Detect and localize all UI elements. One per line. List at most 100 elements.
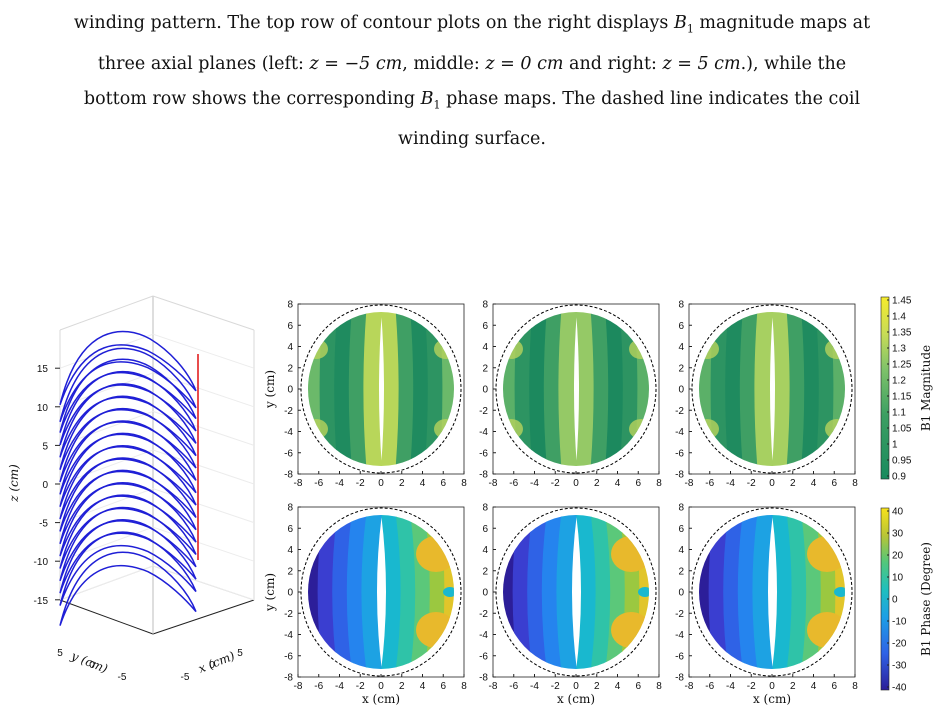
- x-tick-label: 2: [790, 681, 796, 692]
- y-tick-label: 8: [678, 503, 684, 514]
- contour-band: [772, 515, 793, 669]
- phase-panel-z-5: -8 -6 -4 -2 0 2 4 6 8 8 6 4 2 0 -2 -4 -6 -8 y (cm) x (cm): [263, 503, 467, 707]
- caption-line-2: three axial planes (left: z = −5 cm, mid…: [97, 53, 847, 74]
- coil-x-tick-label: 5: [237, 648, 243, 659]
- x-tick-label: -4: [530, 681, 539, 692]
- contour-band: [381, 312, 400, 466]
- x-tick-label: -8: [685, 478, 694, 489]
- contour-band: [416, 536, 454, 572]
- x-tick-label: -2: [747, 681, 756, 692]
- box-edge: [59, 295, 154, 331]
- x-tick-label: 6: [635, 478, 641, 489]
- y-tick-label: 4: [287, 545, 293, 556]
- x-tick-label: -2: [356, 478, 365, 489]
- y-tick-label: -8: [284, 470, 293, 481]
- colorbar-tick-label: 1.15: [892, 392, 912, 403]
- grid-line: [59, 526, 154, 562]
- y-tick-label: 2: [482, 566, 488, 577]
- colorbar-tick-label: 1.2: [892, 376, 906, 387]
- contour-band: [395, 515, 417, 669]
- coil-z-axis-label: z (cm): [7, 464, 21, 503]
- x-tick-label: 8: [461, 681, 467, 692]
- contour-band: [361, 515, 382, 669]
- contour-band: [527, 515, 548, 669]
- y-tick-label: -8: [284, 673, 293, 684]
- grid-line: [152, 526, 255, 562]
- y-tick-label: -6: [284, 448, 293, 459]
- x-tick-label: 8: [852, 478, 858, 489]
- contour-band: [395, 312, 415, 466]
- contour-band: [317, 515, 339, 669]
- colorbar-tick-label: 1.1: [892, 408, 906, 419]
- contour-band: [825, 419, 845, 439]
- x-tick-label: -8: [294, 478, 303, 489]
- x-axis-label: x (cm): [753, 692, 791, 706]
- contour-band: [543, 312, 563, 466]
- x-tick-label: 8: [852, 681, 858, 692]
- x-tick-label: 0: [573, 478, 579, 489]
- coil-turn: [59, 330, 197, 406]
- colorbar-tick-label: -20: [892, 639, 907, 650]
- contour-band: [556, 515, 577, 669]
- y-tick-label: 0: [482, 588, 488, 599]
- coil-3d-plot: 15 10 5 0 -5 -10 -15 5 0 -5 -5 0 5 z (cm) y (cm) x (…: [7, 295, 255, 683]
- contour-band: [348, 312, 368, 466]
- x-tick-label: -2: [356, 681, 365, 692]
- y-tick-label: 6: [482, 524, 488, 535]
- y-tick-label: 0: [482, 385, 488, 396]
- contour-band: [346, 515, 368, 669]
- y-tick-label: 2: [678, 566, 684, 577]
- y-tick-label: 2: [678, 363, 684, 374]
- contour-band: [576, 515, 597, 669]
- x-tick-label: -6: [705, 478, 714, 489]
- contour-band: [590, 515, 612, 669]
- colorbar: 40 30 20 10 0 -10 -20 -30 -40 B1 Phase (Degree): [880, 507, 933, 694]
- colorbar: 1.45 1.4 1.35 1.3 1.25 1.2 1.15 1.1 1.05 1 0.95 0.9…: [880, 296, 933, 483]
- coil-turn: [59, 482, 197, 557]
- contour-band: [308, 419, 328, 439]
- y-tick-label: 6: [287, 524, 293, 535]
- coil-y-tick-label: 5: [57, 648, 63, 659]
- x-tick-label: -8: [294, 681, 303, 692]
- contour-band: [737, 515, 759, 669]
- y-tick-label: -2: [675, 609, 684, 620]
- contour-band: [611, 612, 649, 648]
- y-tick-label: -8: [479, 673, 488, 684]
- contour-band: [558, 312, 577, 466]
- x-tick-label: -4: [530, 478, 539, 489]
- x-tick-label: 0: [769, 681, 775, 692]
- coil-turn: [59, 420, 197, 495]
- y-tick-label: -4: [479, 427, 488, 438]
- y-tick-label: -4: [284, 630, 293, 641]
- y-tick-label: 8: [678, 300, 684, 311]
- x-tick-label: -2: [551, 681, 560, 692]
- coil-turn: [59, 469, 197, 545]
- y-tick-label: 4: [482, 545, 488, 556]
- y-tick-label: -8: [675, 470, 684, 481]
- colorbar-tick-label: 30: [892, 529, 904, 540]
- coil-turn: [59, 407, 197, 483]
- x-tick-label: 4: [615, 478, 621, 489]
- x-tick-label: -6: [509, 478, 518, 489]
- coil-z-tick-label: -5: [39, 519, 48, 530]
- coil-turn: [59, 370, 197, 446]
- contour-band: [576, 312, 595, 466]
- x-tick-label: 2: [399, 478, 405, 489]
- y-tick-label: 6: [678, 321, 684, 332]
- colorbar-tick-label: 1.35: [892, 328, 912, 339]
- grid-line: [59, 488, 154, 524]
- x-tick-label: 2: [399, 681, 405, 692]
- colorbar-tick-label: -40: [892, 683, 907, 694]
- magnitude-panel-z-5: -8 -6 -4 -2 0 2 4 6 8 8 6 4 2 0 -2 -4 -6 -8 y (cm): [263, 300, 467, 490]
- y-tick-label: -4: [675, 630, 684, 641]
- colorbar-tick-label: 0: [892, 595, 898, 606]
- y-tick-label: 4: [482, 342, 488, 353]
- box-edge: [152, 599, 255, 635]
- x-axis-label: x (cm): [362, 692, 400, 706]
- colorbar-tick-label: 1.3: [892, 344, 906, 355]
- x-tick-label: -8: [685, 681, 694, 692]
- x-tick-label: 4: [420, 681, 426, 692]
- x-tick-label: 4: [811, 681, 817, 692]
- y-tick-label: -6: [479, 651, 488, 662]
- x-tick-label: 8: [656, 478, 662, 489]
